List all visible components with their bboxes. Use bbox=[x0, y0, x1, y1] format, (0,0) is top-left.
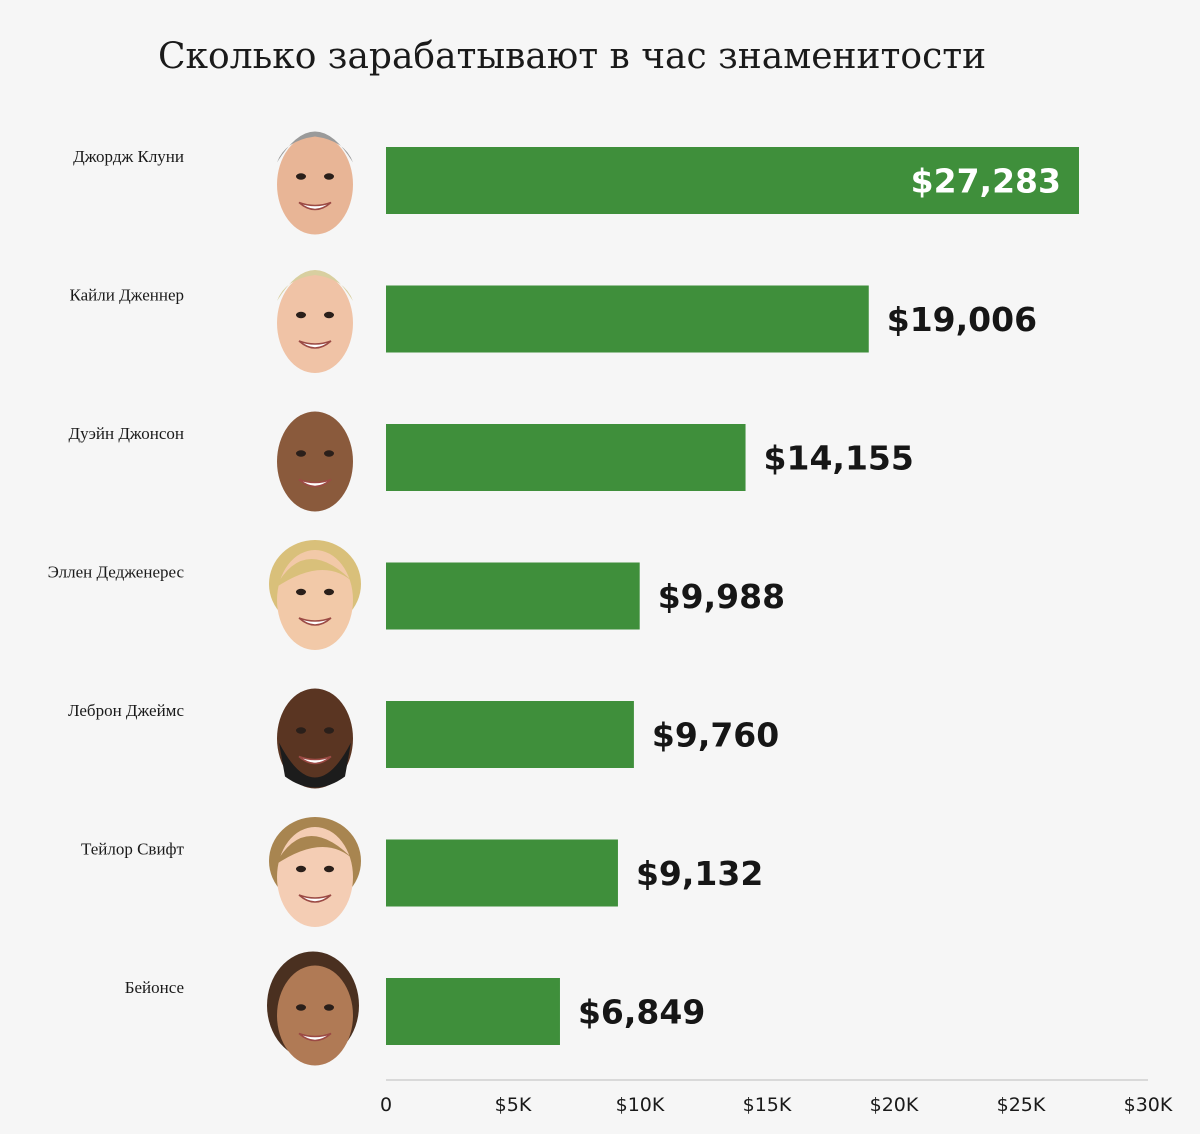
beyonce-face-icon bbox=[267, 951, 359, 1066]
x-tick-label: $5K bbox=[495, 1094, 532, 1116]
bar bbox=[386, 147, 1079, 214]
value-label: $6,849 bbox=[578, 993, 705, 1032]
category-label: Эллен Дедженерес bbox=[48, 563, 185, 582]
x-tick-label: $10K bbox=[616, 1094, 665, 1116]
value-label: $19,006 bbox=[887, 300, 1037, 339]
category-label: Тейлор Свифт bbox=[81, 840, 185, 859]
category-label: Бейонсе bbox=[125, 978, 184, 997]
chart-row: Эллен Дедженерес $9,988 bbox=[48, 540, 785, 650]
bar bbox=[386, 978, 560, 1045]
value-label: $14,155 bbox=[764, 439, 914, 478]
lebron-james-face-icon bbox=[277, 688, 353, 789]
value-label: $9,988 bbox=[658, 577, 785, 616]
category-label: Дуэйн Джонсон bbox=[69, 424, 185, 443]
ellen-degeneres-face-icon bbox=[269, 540, 361, 650]
dwayne-johnson-face-icon bbox=[277, 411, 353, 512]
x-tick-label: 0 bbox=[380, 1094, 392, 1116]
chart-row: Дуэйн Джонсон $14,155 bbox=[69, 411, 914, 512]
x-tick-label: $20K bbox=[870, 1094, 919, 1116]
category-label: Джордж Клуни bbox=[73, 147, 184, 166]
taylor-swift-face-icon bbox=[269, 817, 361, 927]
chart-title: Сколько зарабатывают в час знаменитости bbox=[158, 36, 986, 77]
bar bbox=[386, 424, 746, 491]
bar bbox=[386, 701, 634, 768]
x-tick-label: $15K bbox=[743, 1094, 792, 1116]
bar bbox=[386, 285, 869, 353]
bar bbox=[386, 562, 640, 630]
chart-row: Леброн Джеймс $9,760 bbox=[68, 688, 779, 789]
x-axis-ticks: 0 $5K $10K $15K $20K $25K $30K bbox=[380, 1094, 1173, 1116]
x-tick-label: $30K bbox=[1124, 1094, 1173, 1116]
category-label: Леброн Джеймс bbox=[68, 701, 184, 720]
value-label: $9,760 bbox=[652, 716, 779, 755]
x-tick-label: $25K bbox=[997, 1094, 1046, 1116]
bar bbox=[386, 839, 618, 907]
george-clooney-face-icon bbox=[277, 131, 353, 235]
kylie-jenner-face-icon bbox=[277, 270, 353, 373]
chart-row: Бейонсе $6,849 bbox=[125, 951, 705, 1066]
category-label: Кайли Дженнер bbox=[70, 286, 185, 305]
value-label: $27,283 bbox=[911, 162, 1061, 201]
chart-row: Тейлор Свифт $9,132 bbox=[81, 817, 763, 927]
chart-rows: Джордж Клуни $27,283 Кайли Дженнер $19,006 Д… bbox=[48, 131, 1079, 1066]
chart-row: Джордж Клуни $27,283 bbox=[73, 131, 1079, 235]
value-label: $9,132 bbox=[636, 854, 763, 893]
chart-row: Кайли Дженнер $19,006 bbox=[70, 270, 1037, 373]
